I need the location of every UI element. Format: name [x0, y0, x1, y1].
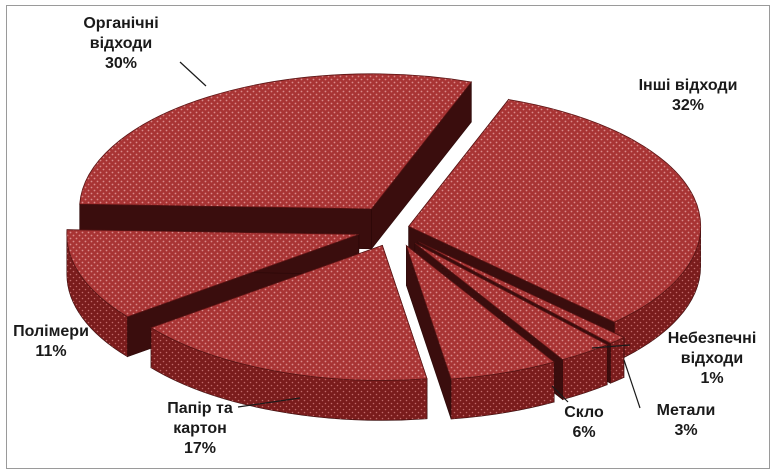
leader-line-6	[179, 61, 207, 87]
slice-label-line: відходи	[90, 35, 153, 52]
slice-label-6: Органічні відходи 30%	[83, 15, 158, 72]
slice-top	[414, 242, 609, 361]
slice-label-line: Метали	[657, 402, 716, 419]
pie-slice-3	[405, 244, 556, 420]
slices-layer	[66, 73, 701, 421]
slice-label-1: Небезпечні відходи 1%	[668, 330, 757, 387]
slice-label-line: відходи	[681, 350, 744, 367]
slice-top	[418, 241, 625, 344]
slice-top	[405, 244, 556, 380]
slice-label-line: 30%	[105, 55, 137, 72]
slice-label-line: 6%	[572, 424, 595, 441]
pie-slice-5	[66, 229, 360, 358]
slice-label-0: Інші відходи 32%	[639, 77, 738, 114]
slice-label-line: Інші відходи	[639, 77, 738, 94]
slice-label-line: 1%	[700, 370, 723, 387]
slice-top	[79, 73, 473, 210]
slice-side	[610, 337, 625, 384]
slice-label-line: 17%	[184, 440, 216, 457]
leader-line-1	[591, 344, 631, 349]
slice-label-5: Полімери 11%	[13, 323, 89, 360]
slice-label-line: 11%	[35, 343, 66, 360]
leader-line-3	[551, 385, 569, 403]
slice-top	[66, 229, 359, 318]
slice-label-line: Скло	[564, 404, 604, 421]
slice-label-2: Метали 3%	[657, 402, 716, 439]
slice-label-line: 32%	[672, 97, 704, 114]
slice-label-line: 3%	[674, 422, 697, 439]
slice-label-line: Органічні	[83, 15, 158, 32]
slice-top	[150, 244, 428, 381]
slice-label-4: Папір та картон 17%	[167, 400, 233, 457]
slice-label-3: Скло 6%	[564, 404, 604, 441]
leader-line-2	[623, 359, 641, 409]
labels-layer: Інші відходи 32% Небезпечні відходи 1% Метали…	[13, 15, 756, 457]
leader-line-4	[237, 397, 301, 408]
slice-label-line: Небезпечні	[668, 330, 757, 347]
slice-label-line: Полімери	[13, 323, 89, 340]
slice-label-line: Папір та	[167, 400, 233, 417]
slice-label-line: картон	[173, 420, 227, 437]
slice-top	[408, 99, 701, 323]
leader-lines	[179, 61, 641, 409]
pie-slice-4	[150, 244, 428, 421]
